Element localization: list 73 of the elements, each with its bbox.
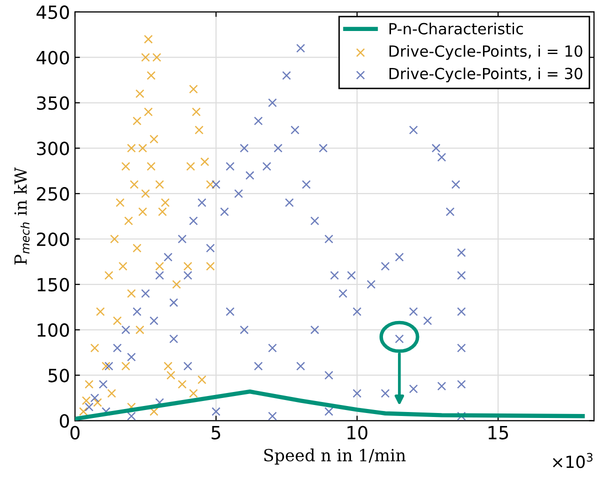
legend-label: P-n-Characteristic (390, 22, 523, 34)
point (150, 407, 158, 416)
point (150, 134, 158, 144)
point (146, 162, 156, 171)
point (158, 207, 167, 216)
point (107, 388, 116, 398)
point (189, 388, 198, 398)
point (130, 180, 139, 189)
point (206, 180, 215, 189)
point (198, 375, 206, 384)
point (178, 380, 187, 389)
x-tick-label: 15 (488, 426, 508, 440)
point (82, 396, 91, 406)
y-tick-label: 450 (36, 5, 69, 20)
x-tick-label: 5 (212, 426, 220, 440)
point (206, 262, 215, 271)
x-axis-title: Speed n in 1/min (264, 448, 406, 465)
point (110, 234, 119, 244)
point (141, 52, 150, 62)
point (155, 262, 164, 271)
point (132, 244, 142, 253)
point (79, 407, 88, 416)
point (166, 370, 176, 380)
point (189, 84, 198, 94)
point (200, 157, 210, 166)
point (104, 270, 114, 280)
y-tick-label: 250 (37, 187, 69, 201)
point (90, 344, 100, 352)
point (126, 144, 136, 153)
point (141, 189, 150, 198)
point (192, 107, 201, 116)
y-axis-title: P$_{mech}$ in kW (14, 167, 30, 264)
legend-label: Drive-Cycle-Points, i = 30 (390, 67, 582, 82)
point (93, 398, 102, 407)
point (124, 216, 134, 226)
y-tick-label: 150 (38, 278, 69, 292)
y-tick-label: 200 (37, 232, 69, 246)
point (152, 52, 162, 62)
text: ×10$^{3}$ (552, 452, 592, 468)
y-tick-label: 100 (38, 323, 69, 337)
point (144, 34, 153, 44)
point (112, 316, 122, 326)
y-tick-label: 300 (37, 142, 69, 156)
line-series (75, 389, 585, 421)
point (194, 126, 204, 134)
point (164, 362, 173, 371)
point (84, 380, 94, 389)
point (155, 180, 164, 189)
point (160, 198, 170, 208)
y-tick-label: 50 (48, 368, 69, 382)
point (121, 362, 130, 371)
point (126, 289, 136, 298)
point (116, 198, 125, 208)
x-tick-label: 0 (70, 426, 80, 440)
y-tick-label: 350 (37, 96, 69, 110)
point (183, 262, 192, 271)
point (172, 280, 181, 289)
point (138, 207, 148, 216)
point (146, 71, 156, 80)
x-tick-label: 10 (348, 426, 368, 440)
point (135, 89, 144, 98)
legend-label: Drive-Cycle-Points, i = 10 (390, 45, 582, 60)
point (102, 362, 110, 371)
point (135, 325, 144, 334)
point (186, 162, 196, 171)
point (132, 116, 142, 126)
y-tick-label: 0 (60, 414, 69, 428)
y-tick-label: 400 (36, 50, 69, 64)
point (138, 144, 148, 153)
point (121, 162, 130, 171)
point (144, 107, 153, 116)
point (118, 262, 128, 271)
point (96, 307, 105, 316)
